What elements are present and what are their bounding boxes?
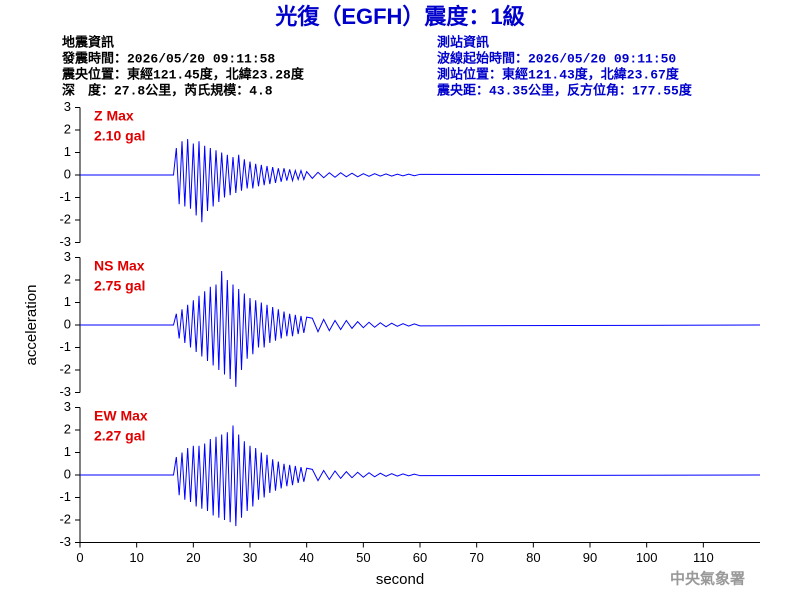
y-axis-label: acceleration xyxy=(23,285,40,366)
y-tick-label: -3 xyxy=(59,384,71,399)
waveform xyxy=(80,138,761,223)
info-line: 測站資訊 xyxy=(437,34,489,50)
x-tick-label: 50 xyxy=(356,550,370,565)
y-tick-label: 0 xyxy=(64,316,71,331)
waveform xyxy=(80,270,761,387)
x-tick-label: 20 xyxy=(186,550,200,565)
y-tick-label: -3 xyxy=(59,534,71,549)
info-line: 測站位置：東經121.43度，北緯23.67度 xyxy=(437,66,680,82)
y-tick-label: 3 xyxy=(64,249,71,264)
info-line: 震央位置：東經121.45度，北緯23.28度 xyxy=(61,66,305,82)
x-tick-label: 100 xyxy=(636,550,658,565)
y-tick-label: -1 xyxy=(59,189,71,204)
x-tick-label: 30 xyxy=(243,550,257,565)
y-tick-label: 2 xyxy=(64,421,71,436)
info-line: 深 度：27.8公里，芮氏規模：4.8 xyxy=(62,82,273,98)
channel-label: Z Max xyxy=(94,108,134,124)
channel-label: NS Max xyxy=(94,258,145,274)
y-tick-label: -1 xyxy=(59,489,71,504)
x-tick-label: 80 xyxy=(526,550,540,565)
y-tick-label: -2 xyxy=(59,511,71,526)
y-tick-label: -1 xyxy=(59,339,71,354)
y-tick-label: 1 xyxy=(64,294,71,309)
x-tick-label: 70 xyxy=(469,550,483,565)
y-tick-label: 2 xyxy=(64,271,71,286)
x-tick-label: 90 xyxy=(583,550,597,565)
x-tick-label: 110 xyxy=(693,550,714,565)
y-tick-label: 3 xyxy=(64,99,71,114)
info-line: 波線起始時間：2026/05/20 09:11:50 xyxy=(437,50,676,66)
y-tick-label: 1 xyxy=(64,444,71,459)
waveform xyxy=(80,425,761,527)
y-tick-label: 1 xyxy=(64,144,71,159)
y-tick-label: 0 xyxy=(64,466,71,481)
info-line: 震央距：43.35公里，反方位角：177.55度 xyxy=(436,82,693,98)
y-tick-label: 2 xyxy=(64,121,71,136)
info-line: 地震資訊 xyxy=(62,34,114,50)
x-tick-label: 40 xyxy=(299,550,313,565)
y-tick-label: 0 xyxy=(64,166,71,181)
max-label: 2.27 gal xyxy=(94,428,145,444)
y-tick-label: -2 xyxy=(59,211,71,226)
x-axis-label: second xyxy=(376,571,424,588)
x-tick-label: 60 xyxy=(413,550,427,565)
x-tick-label: 0 xyxy=(76,550,83,565)
y-tick-label: -2 xyxy=(59,361,71,376)
info-line: 發震時間：2026/05/20 09:11:58 xyxy=(61,50,275,66)
max-label: 2.75 gal xyxy=(94,278,145,294)
max-label: 2.10 gal xyxy=(94,128,145,144)
y-tick-label: -3 xyxy=(59,234,71,249)
agency-mark: 中央氣象署 xyxy=(670,569,745,587)
x-tick-label: 10 xyxy=(129,550,143,565)
channel-label: EW Max xyxy=(94,408,148,424)
y-tick-label: 3 xyxy=(64,399,71,414)
title: 光復（EGFH）震度：1級 xyxy=(274,4,524,29)
